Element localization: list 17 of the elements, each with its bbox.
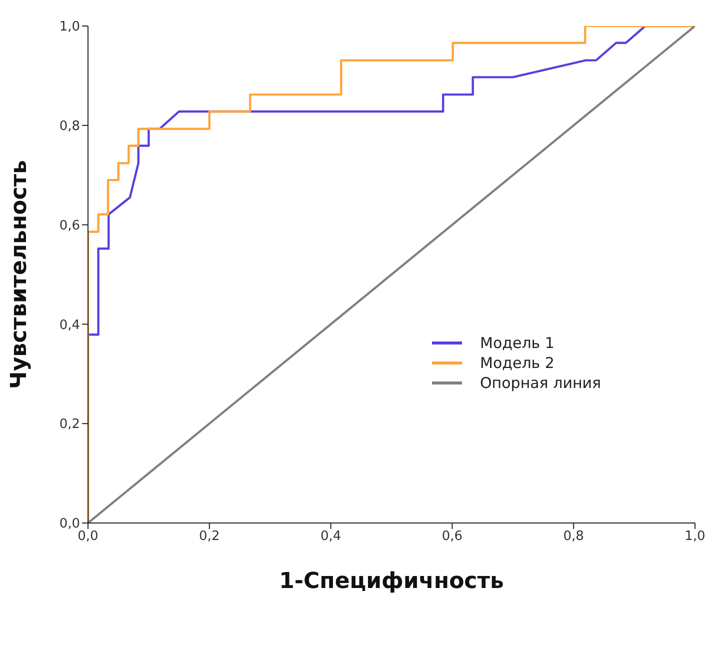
- x-axis-title: 1-Специфичность: [279, 569, 504, 594]
- x-tick-label: 0,8: [563, 529, 584, 544]
- y-axis-title: Чувствительность: [6, 160, 32, 389]
- legend-label: Опорная линия: [480, 374, 602, 392]
- x-tick-label: 0,4: [320, 529, 342, 544]
- x-tick-label: 0,0: [78, 529, 98, 544]
- y-tick-label: 0,0: [59, 516, 80, 532]
- legend-label: Модель 1: [480, 334, 554, 352]
- y-tick-label: 1,0: [59, 20, 80, 35]
- y-tick-label: 0,4: [59, 318, 80, 333]
- x-tick-label: 0,6: [442, 529, 463, 544]
- y-tick-label: 0,8: [59, 119, 80, 134]
- y-tick-label: 0,2: [59, 417, 80, 432]
- x-tick-label: 1,0: [684, 529, 706, 544]
- legend-label: Модель 2: [480, 354, 554, 372]
- y-tick-label: 0,6: [59, 218, 80, 234]
- x-tick-label: 0,2: [199, 529, 220, 544]
